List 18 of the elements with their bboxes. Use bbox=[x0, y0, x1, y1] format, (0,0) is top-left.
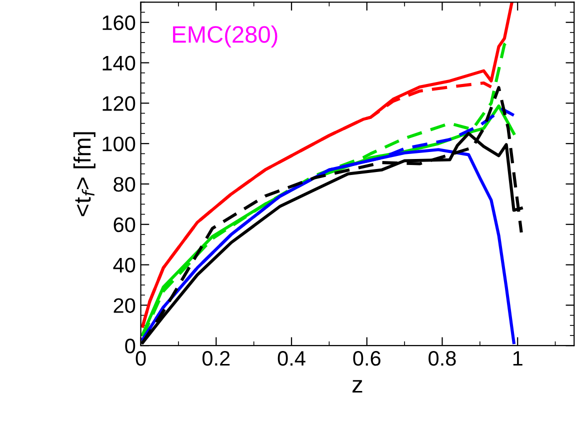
y-tick-label: 40 bbox=[113, 258, 136, 273]
x-tick-label: 1 bbox=[513, 351, 522, 366]
x-axis-title: z bbox=[352, 380, 362, 393]
y-tick-label: 60 bbox=[114, 217, 136, 232]
x-tick-label: 0.6 bbox=[353, 351, 380, 366]
y-tick-label: 100 bbox=[102, 136, 136, 152]
y-axis-title: <t$_{f}$> [fm] bbox=[73, 132, 96, 216]
y-tick-label: 140 bbox=[102, 56, 136, 71]
y-tick-label: 120 bbox=[102, 96, 136, 111]
y-tick-label: 0 bbox=[125, 338, 136, 354]
x-tick-label: 0.8 bbox=[428, 351, 456, 366]
y-tick-label: 80 bbox=[114, 176, 136, 192]
annotation: EMC(280) bbox=[173, 26, 278, 48]
y-tick-label: 160 bbox=[102, 15, 136, 30]
y-tick-label: 20 bbox=[114, 298, 136, 313]
x-tick-label: 0.4 bbox=[278, 351, 306, 366]
x-tick-label: 0 bbox=[136, 351, 146, 366]
x-tick-label: 0.2 bbox=[202, 351, 230, 366]
